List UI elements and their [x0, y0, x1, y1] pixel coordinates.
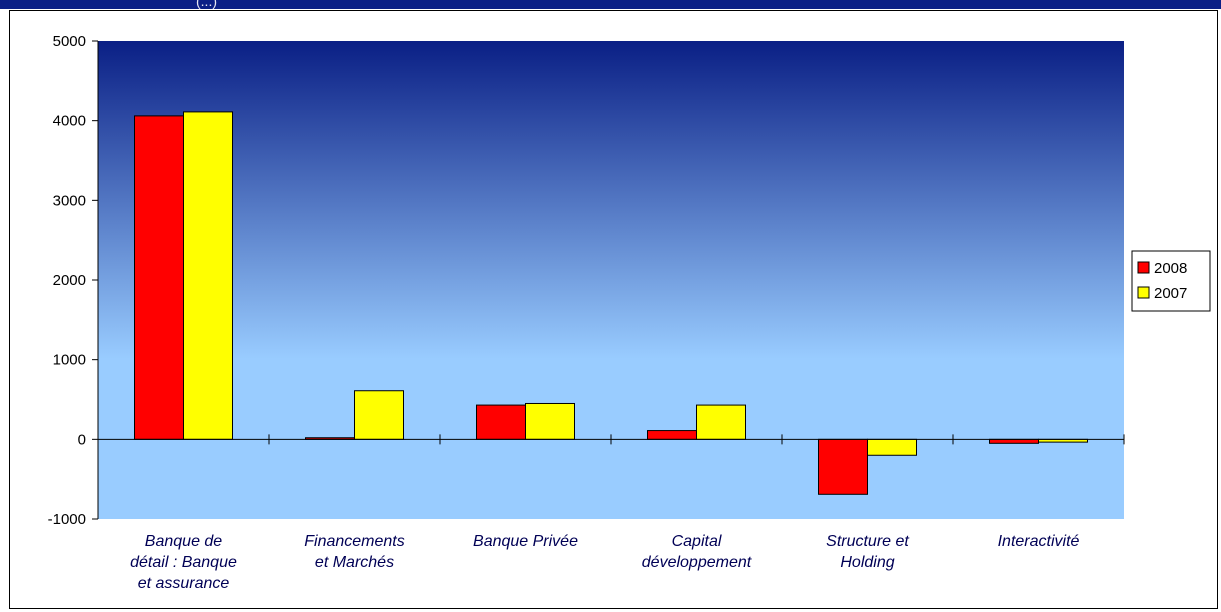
- legend-swatch-2007: [1137, 286, 1150, 299]
- y-tick-label: 1000: [53, 352, 86, 369]
- x-category-label-line: Capital: [672, 533, 722, 550]
- y-tick-label: 2000: [53, 272, 86, 289]
- x-category-label-line: Banque de: [145, 533, 223, 550]
- x-category-label: Financements et Marchés: [304, 533, 405, 571]
- y-tick-label: -1000: [48, 511, 86, 528]
- plot-area: [98, 41, 1124, 519]
- legend-label-2008: 2008: [1154, 260, 1187, 277]
- y-tick-label: 5000: [53, 33, 86, 50]
- x-category-label-line: détail : Banque: [130, 554, 237, 571]
- bar-2007-2: [525, 402, 575, 440]
- top-band: (...): [0, 0, 1221, 9]
- y-tick-label: 4000: [53, 113, 86, 130]
- x-category-label: Banque Privée: [473, 533, 578, 550]
- y-tick-label: 0: [78, 431, 86, 448]
- x-category-label: Capital développement: [642, 533, 752, 571]
- x-category-label-line: développement: [642, 554, 752, 571]
- y-tick-label: 3000: [53, 192, 86, 209]
- x-category-label: Banque de détail : Banque et assurance: [130, 533, 237, 592]
- chart-frame: -1000 0 1000 2000 3000 4000 5000 Banque de détai…: [9, 10, 1218, 609]
- x-category-label-line: Banque Privée: [473, 533, 578, 550]
- x-category-label-line: Structure et: [826, 533, 909, 550]
- bar-2007-1: [354, 390, 404, 440]
- x-category-label-line: Interactivité: [998, 533, 1080, 550]
- bar-2007-4: [867, 438, 917, 456]
- bar-2008-0: [134, 115, 184, 440]
- x-category-label-line: Financements: [304, 533, 405, 550]
- x-category-label: Interactivité: [998, 533, 1080, 550]
- legend-swatch-2008: [1137, 261, 1150, 274]
- x-category-label-line: et assurance: [138, 575, 230, 592]
- x-category-label-line: Holding: [840, 554, 894, 571]
- legend-label-2007: 2007: [1154, 285, 1187, 302]
- bar-chart: -1000 0 1000 2000 3000 4000 5000 Banque de détai…: [48, 33, 1211, 592]
- x-category-label: Structure et Holding: [826, 533, 909, 571]
- x-category-label-line: et Marchés: [315, 554, 394, 571]
- bar-2008-4: [818, 438, 868, 495]
- bar-2008-3: [647, 430, 697, 440]
- bar-2007-0: [183, 111, 233, 440]
- bar-2008-2: [476, 404, 526, 440]
- header-partial-text: (...): [196, 0, 217, 9]
- bar-2007-3: [696, 404, 746, 440]
- bar-2008-5: [989, 438, 1039, 444]
- legend-box: [1131, 250, 1211, 312]
